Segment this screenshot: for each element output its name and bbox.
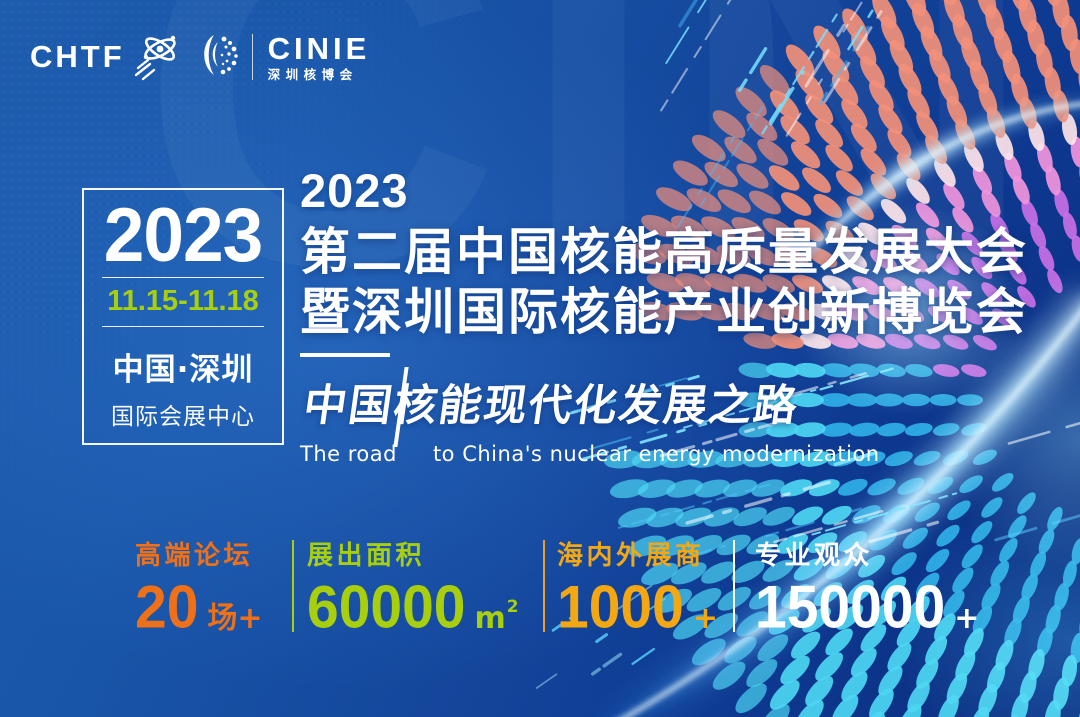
stat-unit: + [954, 601, 980, 636]
slogan-en: The road to China's nuclear energy moder… [300, 442, 1028, 466]
title-line2: 暨深圳国际核能产业创新博览会 [300, 283, 1028, 341]
stat-divider-2 [543, 540, 545, 632]
cinie-logo-lockup: CINIE 深圳核博会 [268, 33, 371, 82]
date-box-divider-top [102, 277, 264, 278]
date-box-venue: 国际会展中心 [111, 404, 255, 430]
stat-label: 海内外展商 [557, 541, 705, 571]
logo-bar: CHTF [30, 26, 370, 88]
stat-unit: + [692, 601, 718, 636]
cinie-logo-subtext: 深圳核博会 [267, 66, 358, 82]
stat-divider-3 [733, 540, 735, 632]
stat-label: 专业观众 [755, 541, 874, 571]
main-title-block: 2023 第二届中国核能高质量发展大会 暨深圳国际核能产业创新博览会 中国核能现… [300, 167, 1028, 466]
stat-value: 60000 [307, 573, 466, 642]
chtf-logo-text: CHTF [30, 39, 125, 74]
title-line1: 第二届中国核能高质量发展大会 [300, 223, 1028, 281]
date-box-divider-bottom [102, 326, 264, 327]
title-year: 2023 [300, 164, 409, 217]
stat-label: 高端论坛 [135, 541, 254, 571]
slogan-cn: 中国核能现代化发展之路 [300, 381, 803, 431]
stat-label: 展出面积 [307, 541, 426, 571]
stat-area: 展出面积 60000 m2 [307, 535, 519, 638]
stat-divider-1 [292, 540, 294, 632]
stat-exhibitors: 海内外展商 1000 + [557, 535, 719, 638]
slogan-en-part2: to China's nuclear energy modernization [432, 442, 880, 466]
cinie-logo-text: CINIE [267, 30, 371, 66]
date-box-city: 中国·深圳 [112, 352, 254, 388]
chtf-atom-icon [131, 27, 187, 87]
stat-unit: 场+ [207, 601, 263, 636]
title-underline-dash [300, 353, 390, 357]
stat-value: 1000 [557, 573, 684, 642]
logo-divider [251, 34, 253, 80]
date-box-year: 2023 [103, 193, 263, 278]
stat-value: 20 [135, 573, 199, 642]
date-box-range: 11.15-11.18 [107, 285, 259, 317]
stat-value: 150000 [755, 573, 946, 642]
stat-visitors: 专业观众 150000 + [755, 535, 980, 638]
stat-unit: m2 [474, 597, 519, 636]
cinie-globe-icon [193, 31, 241, 83]
slogan-en-part1: The road [300, 442, 397, 466]
date-box: 2023 11.15-11.18 中国·深圳 国际会展中心 [82, 188, 284, 445]
stat-forums: 高端论坛 20 场+ [135, 535, 264, 638]
